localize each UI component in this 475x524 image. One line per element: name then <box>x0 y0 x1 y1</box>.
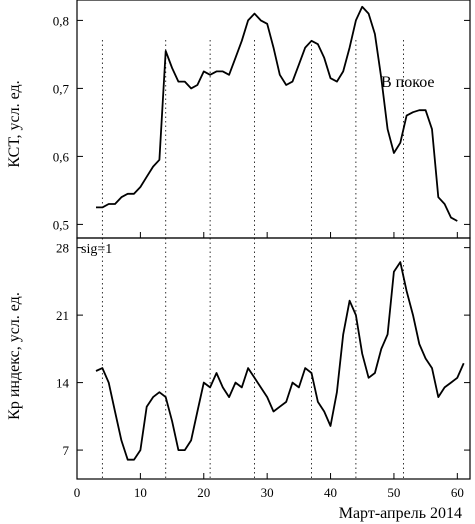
top-y-tick-label: 0,7 <box>53 81 70 96</box>
top-series-line <box>96 5 458 222</box>
bottom-y-axis-title: Кр индекс, усл. ед. <box>6 292 23 420</box>
x-axis-title: Март-апрель 2014 <box>339 505 462 522</box>
bottom-panel-marks: 7 14 21 28 0 10 20 30 40 50 60 <box>56 232 470 500</box>
x-tick-label: 20 <box>197 485 210 500</box>
x-tick-label: 60 <box>451 485 464 500</box>
x-tick-label: 0 <box>74 485 81 500</box>
top-y-tick-label: 0,5 <box>53 217 69 232</box>
x-tick-label: 30 <box>261 485 274 500</box>
top-annotation: В покое <box>381 74 435 91</box>
bottom-y-tick-label: 21 <box>56 308 69 323</box>
bottom-y-tick-label: 28 <box>56 241 69 256</box>
x-tick-label: 10 <box>134 485 147 500</box>
event-markers <box>101 40 404 479</box>
top-panel-marks: 0,5 0,6 0,7 0,8 <box>53 5 470 232</box>
top-y-tick-label: 0,8 <box>53 13 69 28</box>
x-tick-label: 40 <box>324 485 337 500</box>
top-panel-frame <box>76 0 471 239</box>
bottom-annotation: sig=1 <box>81 242 112 257</box>
top-y-tick-label: 0,6 <box>53 149 70 164</box>
bottom-y-tick-label: 14 <box>56 376 70 391</box>
bottom-panel-frame <box>76 237 471 480</box>
top-y-axis-title: КСТ, усл. ед. <box>6 80 23 167</box>
bottom-y-tick-label: 7 <box>63 443 70 458</box>
x-tick-label: 50 <box>387 485 400 500</box>
bottom-series-line <box>95 261 465 461</box>
